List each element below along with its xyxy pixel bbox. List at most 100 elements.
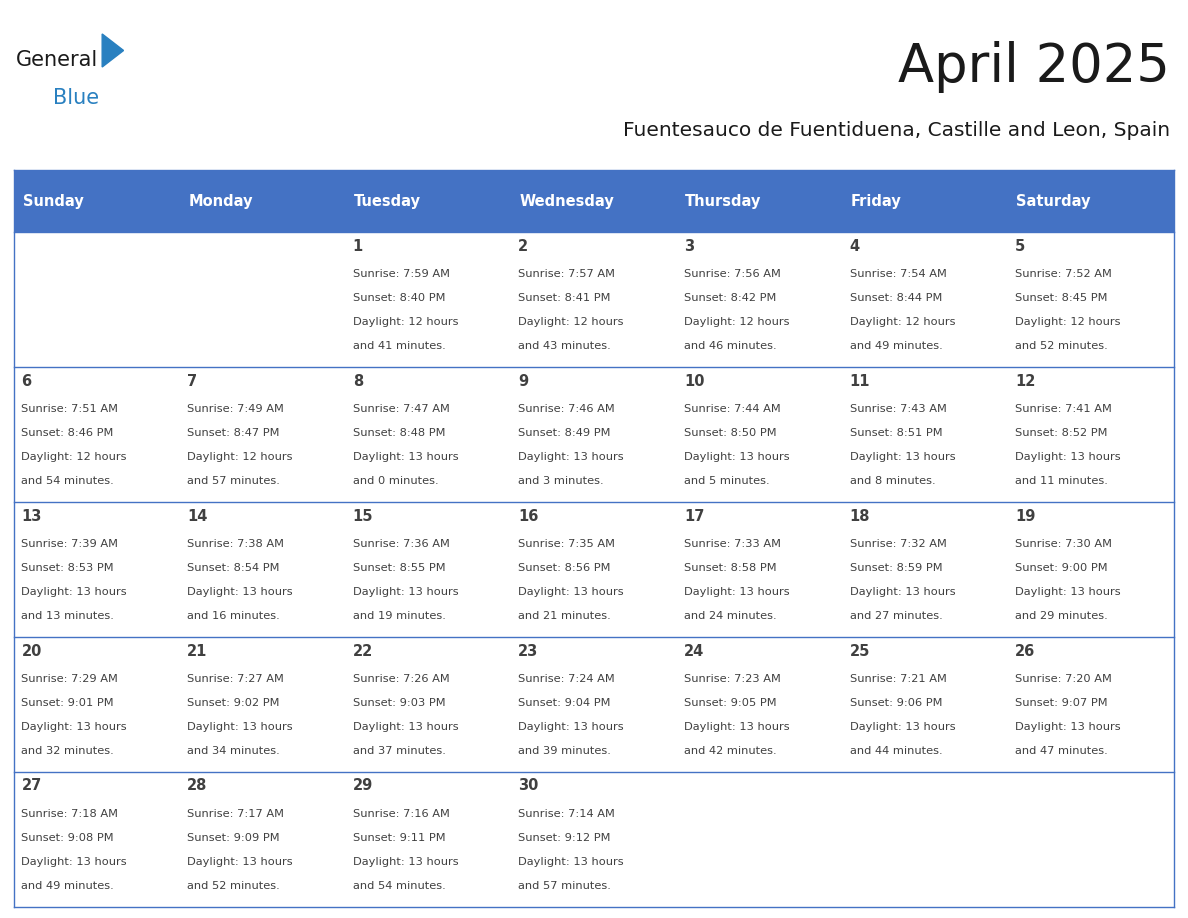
Text: Sunset: 9:08 PM: Sunset: 9:08 PM [21, 833, 114, 843]
Text: 23: 23 [518, 644, 538, 658]
Text: Sunset: 9:01 PM: Sunset: 9:01 PM [21, 698, 114, 708]
Text: Sunrise: 7:59 AM: Sunrise: 7:59 AM [353, 269, 450, 279]
Text: and 29 minutes.: and 29 minutes. [1016, 611, 1108, 621]
Text: Daylight: 12 hours: Daylight: 12 hours [353, 318, 459, 327]
Text: Sunset: 8:58 PM: Sunset: 8:58 PM [684, 563, 777, 573]
Text: Daylight: 13 hours: Daylight: 13 hours [684, 588, 790, 597]
Text: Sunset: 8:55 PM: Sunset: 8:55 PM [353, 563, 446, 573]
Text: Sunday: Sunday [23, 194, 83, 208]
Text: and 57 minutes.: and 57 minutes. [187, 476, 280, 487]
Text: and 43 minutes.: and 43 minutes. [518, 341, 611, 352]
Text: Daylight: 13 hours: Daylight: 13 hours [187, 857, 292, 867]
Text: Sunrise: 7:51 AM: Sunrise: 7:51 AM [21, 404, 119, 414]
Text: and 8 minutes.: and 8 minutes. [849, 476, 935, 487]
Text: Daylight: 13 hours: Daylight: 13 hours [1016, 722, 1120, 732]
Text: Sunrise: 7:14 AM: Sunrise: 7:14 AM [518, 809, 615, 819]
Text: and 41 minutes.: and 41 minutes. [353, 341, 446, 352]
Text: General: General [15, 50, 99, 70]
Text: and 57 minutes.: and 57 minutes. [518, 881, 611, 891]
Text: Thursday: Thursday [685, 194, 762, 208]
Text: Sunset: 9:03 PM: Sunset: 9:03 PM [353, 698, 446, 708]
Text: and 54 minutes.: and 54 minutes. [21, 476, 114, 487]
Text: Sunrise: 7:23 AM: Sunrise: 7:23 AM [684, 674, 781, 684]
Text: 9: 9 [518, 374, 529, 388]
Text: Sunrise: 7:26 AM: Sunrise: 7:26 AM [353, 674, 449, 684]
Text: Sunrise: 7:16 AM: Sunrise: 7:16 AM [353, 809, 449, 819]
Text: Daylight: 13 hours: Daylight: 13 hours [353, 453, 459, 462]
Text: Sunrise: 7:43 AM: Sunrise: 7:43 AM [849, 404, 947, 414]
Text: 18: 18 [849, 509, 870, 523]
Text: Sunrise: 7:39 AM: Sunrise: 7:39 AM [21, 539, 119, 549]
Text: Sunset: 8:59 PM: Sunset: 8:59 PM [849, 563, 942, 573]
Text: 3: 3 [684, 239, 694, 253]
Text: Sunrise: 7:17 AM: Sunrise: 7:17 AM [187, 809, 284, 819]
Text: Daylight: 13 hours: Daylight: 13 hours [187, 588, 292, 597]
Text: and 13 minutes.: and 13 minutes. [21, 611, 114, 621]
Text: 14: 14 [187, 509, 208, 523]
Text: Sunset: 8:48 PM: Sunset: 8:48 PM [353, 428, 446, 438]
Text: 19: 19 [1016, 509, 1036, 523]
Text: Sunset: 9:09 PM: Sunset: 9:09 PM [187, 833, 279, 843]
Text: 20: 20 [21, 644, 42, 658]
Text: Sunrise: 7:46 AM: Sunrise: 7:46 AM [518, 404, 615, 414]
Text: 28: 28 [187, 778, 208, 793]
Text: and 0 minutes.: and 0 minutes. [353, 476, 438, 487]
Text: Sunrise: 7:18 AM: Sunrise: 7:18 AM [21, 809, 119, 819]
Text: Monday: Monday [188, 194, 253, 208]
Text: Daylight: 13 hours: Daylight: 13 hours [684, 453, 790, 462]
Text: and 39 minutes.: and 39 minutes. [518, 746, 611, 756]
Text: Tuesday: Tuesday [354, 194, 421, 208]
Text: 6: 6 [21, 374, 32, 388]
Text: Daylight: 13 hours: Daylight: 13 hours [21, 722, 127, 732]
Text: and 42 minutes.: and 42 minutes. [684, 746, 777, 756]
Text: and 49 minutes.: and 49 minutes. [21, 881, 114, 891]
Text: Daylight: 13 hours: Daylight: 13 hours [849, 722, 955, 732]
Text: and 32 minutes.: and 32 minutes. [21, 746, 114, 756]
Text: 22: 22 [353, 644, 373, 658]
Text: and 54 minutes.: and 54 minutes. [353, 881, 446, 891]
Text: Sunrise: 7:27 AM: Sunrise: 7:27 AM [187, 674, 284, 684]
Text: 11: 11 [849, 374, 870, 388]
Text: Daylight: 13 hours: Daylight: 13 hours [849, 453, 955, 462]
Text: 29: 29 [353, 778, 373, 793]
Text: 17: 17 [684, 509, 704, 523]
Text: and 46 minutes.: and 46 minutes. [684, 341, 777, 352]
Text: Daylight: 13 hours: Daylight: 13 hours [518, 722, 624, 732]
Text: and 21 minutes.: and 21 minutes. [518, 611, 611, 621]
Text: 8: 8 [353, 374, 362, 388]
Text: Sunset: 9:12 PM: Sunset: 9:12 PM [518, 833, 611, 843]
Text: Sunset: 8:47 PM: Sunset: 8:47 PM [187, 428, 279, 438]
Text: Sunrise: 7:41 AM: Sunrise: 7:41 AM [1016, 404, 1112, 414]
Text: 5: 5 [1016, 239, 1025, 253]
Text: Sunset: 8:49 PM: Sunset: 8:49 PM [518, 428, 611, 438]
Text: and 24 minutes.: and 24 minutes. [684, 611, 777, 621]
Text: April 2025: April 2025 [898, 41, 1170, 94]
Text: and 49 minutes.: and 49 minutes. [849, 341, 942, 352]
Text: Sunrise: 7:52 AM: Sunrise: 7:52 AM [1016, 269, 1112, 279]
Text: and 47 minutes.: and 47 minutes. [1016, 746, 1108, 756]
Text: Daylight: 13 hours: Daylight: 13 hours [1016, 588, 1120, 597]
Text: Daylight: 12 hours: Daylight: 12 hours [1016, 318, 1120, 327]
Text: Sunset: 8:50 PM: Sunset: 8:50 PM [684, 428, 777, 438]
Text: Saturday: Saturday [1017, 194, 1091, 208]
Text: Sunset: 8:54 PM: Sunset: 8:54 PM [187, 563, 279, 573]
Text: Sunrise: 7:21 AM: Sunrise: 7:21 AM [849, 674, 947, 684]
Text: Sunset: 8:42 PM: Sunset: 8:42 PM [684, 293, 776, 303]
Text: Fuentesauco de Fuentiduena, Castille and Leon, Spain: Fuentesauco de Fuentiduena, Castille and… [623, 121, 1170, 140]
Text: Daylight: 12 hours: Daylight: 12 hours [187, 453, 292, 462]
Text: and 44 minutes.: and 44 minutes. [849, 746, 942, 756]
Text: 27: 27 [21, 778, 42, 793]
Text: Daylight: 13 hours: Daylight: 13 hours [684, 722, 790, 732]
Text: Sunset: 8:56 PM: Sunset: 8:56 PM [518, 563, 611, 573]
Text: Daylight: 12 hours: Daylight: 12 hours [518, 318, 624, 327]
Text: Daylight: 13 hours: Daylight: 13 hours [353, 722, 459, 732]
Text: Sunrise: 7:54 AM: Sunrise: 7:54 AM [849, 269, 947, 279]
Text: Daylight: 12 hours: Daylight: 12 hours [849, 318, 955, 327]
Text: Sunset: 9:06 PM: Sunset: 9:06 PM [849, 698, 942, 708]
Text: Daylight: 13 hours: Daylight: 13 hours [187, 722, 292, 732]
Text: Daylight: 13 hours: Daylight: 13 hours [518, 857, 624, 867]
Text: and 52 minutes.: and 52 minutes. [1016, 341, 1108, 352]
Text: Sunset: 8:41 PM: Sunset: 8:41 PM [518, 293, 611, 303]
Text: Friday: Friday [851, 194, 902, 208]
Text: 1: 1 [353, 239, 362, 253]
